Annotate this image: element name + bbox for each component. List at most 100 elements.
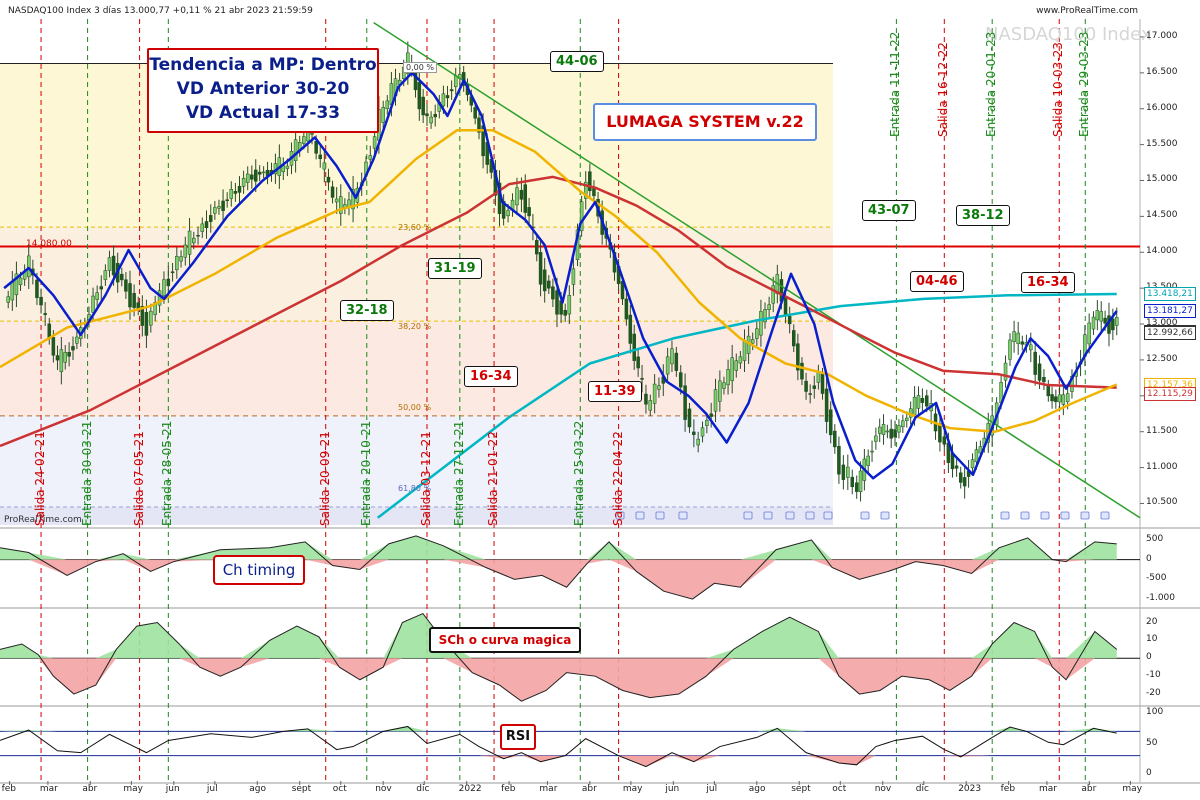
rsi-overbought-area xyxy=(0,726,1117,732)
signal-label-entrada: Entrada 30-03-21 xyxy=(79,420,94,526)
candle-body xyxy=(91,295,95,313)
candle-body xyxy=(421,96,425,116)
candle-body xyxy=(132,293,136,308)
candle-body xyxy=(644,393,648,405)
candle-body xyxy=(889,428,893,439)
candle-body xyxy=(1012,331,1016,343)
candle-body xyxy=(1008,339,1012,360)
candle-body xyxy=(954,465,959,469)
candle-body xyxy=(583,181,588,199)
candle-body xyxy=(1103,317,1107,324)
x-tick-label: jul xyxy=(706,784,718,794)
candle-body xyxy=(170,271,175,274)
y-tick-label: 12.500 xyxy=(1146,353,1178,364)
candle-body xyxy=(261,171,266,174)
candle-body xyxy=(183,244,188,258)
x-tick-label: abr xyxy=(82,784,98,794)
candle-body xyxy=(175,256,179,271)
event-icon xyxy=(823,511,833,520)
site-label[interactable]: www.ProRealTime.com xyxy=(1036,6,1138,16)
x-tick-label: may xyxy=(1122,784,1143,794)
event-icon xyxy=(635,511,645,520)
candle-body xyxy=(687,408,692,428)
x-tick-label: feb xyxy=(1,784,16,794)
event-icon xyxy=(678,511,688,520)
candle-body xyxy=(204,221,209,228)
x-tick-label: 2022 xyxy=(458,784,482,794)
tag-04-46: 04-46 xyxy=(910,271,964,292)
candle-body xyxy=(99,286,104,290)
event-icon xyxy=(743,511,753,520)
y-tick-label: 14.500 xyxy=(1146,210,1178,221)
candle-body xyxy=(592,188,596,197)
signal-label-salida: Salida 20-09-21 xyxy=(317,431,332,526)
yellow-ma-line xyxy=(0,128,1118,433)
candle-body xyxy=(1114,317,1119,326)
x-tick-label: ago xyxy=(748,784,766,794)
candle-body xyxy=(527,207,531,217)
tag-38-12: 38-12 xyxy=(956,205,1010,226)
candle-body xyxy=(1054,396,1058,402)
x-tick-label: abr xyxy=(581,784,597,794)
event-icon xyxy=(805,511,815,520)
candle-body xyxy=(445,95,450,99)
candle-body xyxy=(804,380,808,392)
candle-body xyxy=(501,200,506,219)
signal-label-salida: Salida 21-01-22 xyxy=(486,431,501,526)
candle-body xyxy=(43,313,47,315)
candle-body xyxy=(302,136,306,144)
tag-43-07: 43-07 xyxy=(862,200,916,221)
candle-body xyxy=(1050,394,1054,402)
signal-label-salida: Salida 16-12-22 xyxy=(936,42,951,137)
rsi-y-tick-label: 100 xyxy=(1146,707,1164,718)
fib-618-label: 61,80 % xyxy=(398,484,432,493)
candle-body xyxy=(547,280,551,289)
candle-body xyxy=(334,198,339,203)
candle-body xyxy=(519,189,524,200)
candle-body xyxy=(567,295,572,315)
candle-body xyxy=(771,285,775,304)
candle-body xyxy=(816,371,821,383)
candle-body xyxy=(881,424,886,435)
candle-body xyxy=(67,352,71,357)
candle-body xyxy=(1042,377,1046,383)
candle-body xyxy=(705,420,709,426)
candle-body xyxy=(833,430,837,448)
candle-body xyxy=(759,311,763,336)
candle-body xyxy=(1020,341,1025,345)
candle-body xyxy=(678,372,683,388)
ch-timing-y-tick-label: -1.000 xyxy=(1146,593,1176,604)
signal-label-salida: Salida 03-12-21 xyxy=(418,431,433,526)
signal-label-salida: Salida 07-05-21 xyxy=(131,431,146,526)
candle-body xyxy=(1016,332,1020,345)
candle-body xyxy=(1091,316,1096,330)
candle-body xyxy=(209,215,213,222)
candle-body xyxy=(563,310,567,316)
candle-body xyxy=(515,187,519,206)
candle-body xyxy=(820,373,825,394)
candle-body xyxy=(39,296,43,306)
signal-label-salida: Salida 22-04-22 xyxy=(610,431,625,526)
candle-body xyxy=(970,459,975,469)
rsi-oversold-area xyxy=(0,755,1117,767)
candle-body xyxy=(14,273,19,296)
candle-body xyxy=(683,385,687,420)
candle-body xyxy=(310,132,314,135)
event-icon xyxy=(655,511,665,520)
sch-line xyxy=(0,612,1118,702)
candle-body xyxy=(71,346,75,351)
candle-body xyxy=(51,337,56,356)
candle-body xyxy=(1099,311,1103,322)
signal-label-entrada: Entrada 11-11-22 xyxy=(888,31,903,137)
event-icon xyxy=(1040,511,1050,520)
x-tick-label: feb xyxy=(501,784,516,794)
rsi-line xyxy=(0,725,1117,768)
candle-body xyxy=(477,117,481,133)
candle-body xyxy=(1003,362,1008,381)
candle-body xyxy=(473,107,477,119)
candle-body xyxy=(140,305,145,326)
candle-body xyxy=(942,436,947,445)
candle-body xyxy=(808,393,812,395)
event-icon xyxy=(860,511,870,520)
event-icon xyxy=(1060,511,1070,520)
